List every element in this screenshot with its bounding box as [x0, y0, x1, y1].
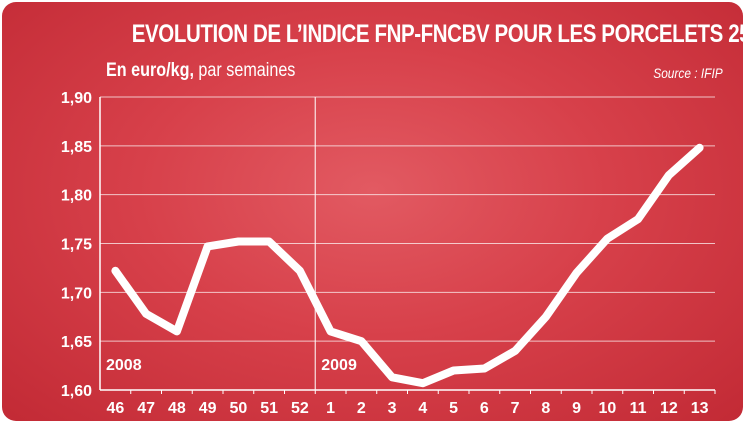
x-tick-label: 4 — [418, 400, 427, 417]
x-tick-label: 11 — [630, 400, 647, 417]
data-point — [237, 240, 240, 243]
year-label: 2009 — [321, 357, 357, 374]
data-point — [114, 269, 117, 272]
data-point — [575, 271, 578, 274]
year-label: 2008 — [106, 357, 142, 374]
data-point — [452, 369, 455, 372]
y-tick-label: 1,85 — [61, 139, 92, 156]
x-tick-label: 49 — [199, 400, 217, 417]
x-tick-label: 5 — [449, 400, 458, 417]
series-line — [111, 143, 704, 388]
chart-title: EVOLUTION DE L’INDICE FNP-FNCBV POUR LES… — [131, 20, 743, 48]
x-tick-label: 10 — [598, 400, 616, 417]
x-tick-label: 2 — [357, 400, 366, 417]
data-point — [637, 218, 640, 221]
y-tick-label: 1,90 — [61, 90, 92, 107]
y-tick-label: 1,60 — [61, 383, 92, 400]
data-point — [268, 240, 271, 243]
x-tick-label: 1 — [326, 400, 335, 417]
data-point — [421, 382, 424, 385]
data-point — [175, 330, 178, 333]
data-point — [145, 312, 148, 315]
data-point — [483, 367, 486, 370]
x-tick-label: 7 — [511, 400, 520, 417]
x-tick-label: 9 — [572, 400, 581, 417]
x-tick-label: 8 — [541, 400, 550, 417]
data-point — [667, 174, 670, 177]
x-tick-label: 47 — [137, 400, 155, 417]
data-point — [329, 330, 332, 333]
x-tick-label: 52 — [291, 400, 309, 417]
data-point — [606, 237, 609, 240]
x-tick-label: 50 — [229, 400, 247, 417]
y-tick-label: 1,75 — [61, 237, 92, 254]
chart-source: Source : IFIP — [653, 65, 723, 81]
chart-subtitle: En euro/kg, par semaines — [106, 60, 295, 82]
y-tick-label: 1,80 — [61, 188, 92, 205]
subtitle-period: par semaines — [193, 60, 296, 81]
x-tick-label: 6 — [480, 400, 489, 417]
data-point — [298, 269, 301, 272]
data-point — [698, 146, 701, 149]
x-tick-label: 48 — [168, 400, 186, 417]
x-tick-label: 13 — [691, 400, 709, 417]
y-tick-label: 1,65 — [61, 334, 92, 351]
data-point — [360, 340, 363, 343]
data-point — [514, 349, 517, 352]
x-tick-label: 12 — [660, 400, 678, 417]
x-tick-label: 3 — [388, 400, 397, 417]
data-point — [544, 315, 547, 318]
data-point — [206, 245, 209, 248]
data-point — [391, 376, 394, 379]
subtitle-unit: En euro/kg, — [106, 60, 194, 81]
x-tick-label: 46 — [106, 400, 124, 417]
y-tick-label: 1,70 — [61, 285, 92, 302]
x-tick-label: 51 — [260, 400, 278, 417]
